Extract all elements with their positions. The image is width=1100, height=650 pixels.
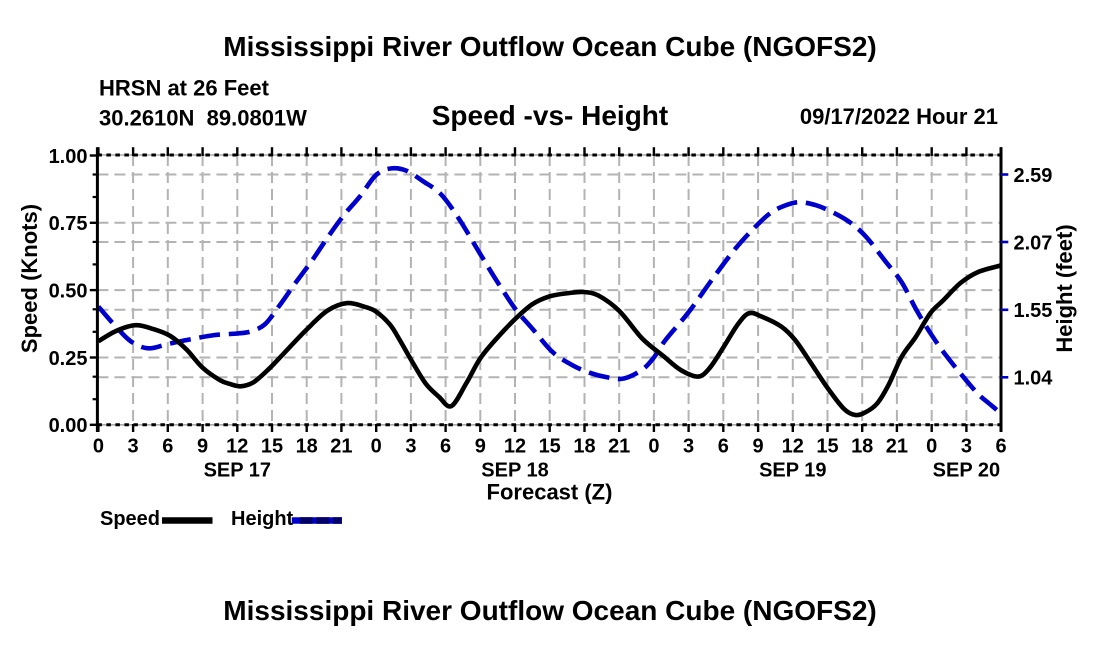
svg-text:3: 3 [405, 436, 416, 458]
svg-text:0.50: 0.50 [49, 280, 88, 302]
svg-text:21: 21 [330, 436, 352, 458]
svg-text:3: 3 [961, 436, 972, 458]
svg-text:0.25: 0.25 [49, 348, 88, 370]
svg-text:15: 15 [539, 436, 561, 458]
svg-text:Mississippi River Outflow Ocea: Mississippi River Outflow Ocean Cube (NG… [223, 595, 876, 626]
svg-text:Height: Height [231, 508, 294, 530]
svg-text:9: 9 [753, 436, 764, 458]
svg-text:0: 0 [93, 436, 104, 458]
svg-text:SEP 18: SEP 18 [481, 460, 548, 482]
svg-text:0: 0 [648, 436, 659, 458]
svg-text:6: 6 [440, 436, 451, 458]
svg-text:3: 3 [128, 436, 139, 458]
svg-text:0: 0 [371, 436, 382, 458]
svg-text:30.2610N 89.0801W: 30.2610N 89.0801W [99, 106, 307, 131]
svg-text:3: 3 [683, 436, 694, 458]
svg-text:0.75: 0.75 [49, 213, 88, 235]
svg-text:15: 15 [816, 436, 838, 458]
svg-text:12: 12 [782, 436, 804, 458]
svg-text:1.00: 1.00 [49, 146, 88, 168]
svg-text:18: 18 [573, 436, 595, 458]
svg-text:Height (feet): Height (feet) [1052, 224, 1077, 352]
svg-text:Mississippi River Outflow Ocea: Mississippi River Outflow Ocean Cube (NG… [223, 31, 876, 62]
svg-text:15: 15 [261, 436, 283, 458]
svg-text:Speed: Speed [100, 508, 160, 530]
svg-text:SEP 19: SEP 19 [759, 460, 826, 482]
svg-text:1.55: 1.55 [1014, 300, 1053, 322]
svg-text:6: 6 [996, 436, 1007, 458]
svg-text:Speed (Knots): Speed (Knots) [17, 204, 42, 353]
svg-text:SEP 20: SEP 20 [933, 460, 1000, 482]
svg-text:Speed -vs- Height: Speed -vs- Height [432, 100, 668, 131]
svg-text:2.07: 2.07 [1014, 232, 1053, 254]
svg-text:Forecast (Z): Forecast (Z) [487, 480, 613, 505]
svg-text:21: 21 [608, 436, 630, 458]
svg-text:2.59: 2.59 [1014, 165, 1053, 187]
svg-text:18: 18 [296, 436, 318, 458]
svg-text:6: 6 [718, 436, 729, 458]
svg-text:0.00: 0.00 [49, 415, 88, 437]
svg-text:12: 12 [504, 436, 526, 458]
svg-text:1.04: 1.04 [1014, 368, 1054, 390]
svg-text:SEP 17: SEP 17 [204, 460, 271, 482]
svg-text:9: 9 [475, 436, 486, 458]
svg-text:HRSN at 26 Feet: HRSN at 26 Feet [99, 76, 270, 101]
svg-text:12: 12 [226, 436, 248, 458]
svg-text:9: 9 [197, 436, 208, 458]
svg-text:0: 0 [926, 436, 937, 458]
svg-text:09/17/2022 Hour 21: 09/17/2022 Hour 21 [800, 104, 998, 129]
svg-text:21: 21 [886, 436, 908, 458]
svg-text:18: 18 [851, 436, 873, 458]
svg-text:6: 6 [162, 436, 173, 458]
